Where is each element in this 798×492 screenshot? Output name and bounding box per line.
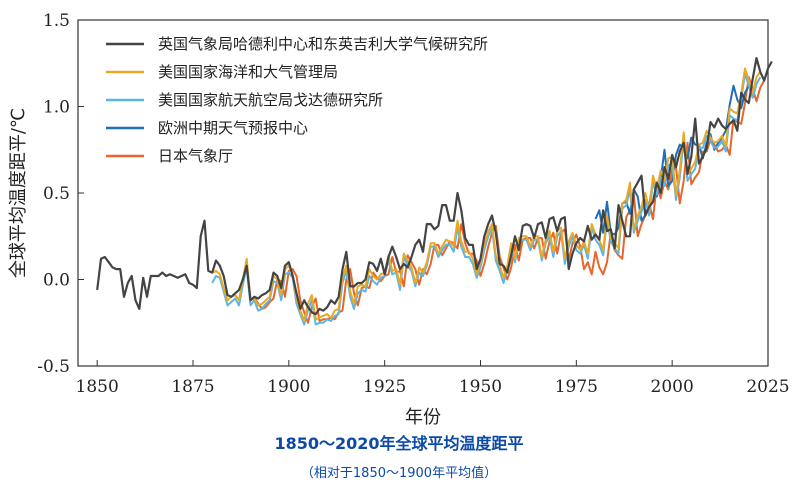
x-tick-label: 1875 [171, 377, 214, 397]
y-tick-label: 1.5 [43, 11, 70, 31]
legend: 英国气象局哈德利中心和东英吉利大学气候研究所美国国家海洋和大气管理局美国国家航天… [106, 35, 488, 165]
x-tick-label: 1975 [555, 377, 598, 397]
caption-subtitle: （相对于1850～1900年平均值） [300, 466, 498, 481]
series-line-2 [211, 72, 762, 326]
x-tick-label: 2025 [746, 377, 789, 397]
y-tick-label: 0.5 [43, 184, 70, 204]
x-tick-label: 2000 [651, 377, 694, 397]
series-line-1 [211, 67, 762, 322]
legend-label: 美国国家海洋和大气管理局 [158, 63, 338, 81]
x-axis-label: 年份 [405, 407, 441, 428]
ticks-layer: 1850 1875 1900 1925 1950 1975 2000 2025 -0.5 0.0 0… [37, 11, 789, 397]
y-tick-label: 1.0 [43, 98, 70, 118]
y-tick-label: -0.5 [37, 357, 70, 377]
legend-label: 欧洲中期天气预报中心 [158, 119, 308, 137]
series-layer [96, 56, 773, 326]
caption-title: 1850～2020年全球平均温度距平 [274, 434, 524, 453]
series-line-0 [96, 56, 773, 316]
x-tick-label: 1850 [76, 377, 119, 397]
y-axis-label: 全球平均温度距平/℃ [8, 108, 29, 278]
legend-label: 日本气象厅 [158, 147, 233, 165]
y-tick-label: 0.0 [43, 271, 70, 291]
legend-label: 英国气象局哈德利中心和东英吉利大学气候研究所 [158, 35, 488, 53]
x-tick-label: 1950 [459, 377, 502, 397]
legend-label: 美国国家航天航空局戈达德研究所 [158, 91, 383, 109]
x-tick-label: 1900 [267, 377, 310, 397]
series-line-4 [253, 76, 766, 324]
x-tick-label: 1925 [363, 377, 406, 397]
temperature-anomaly-chart: 1850 1875 1900 1925 1950 1975 2000 2025 -0.5 0.0 0… [8, 11, 790, 428]
